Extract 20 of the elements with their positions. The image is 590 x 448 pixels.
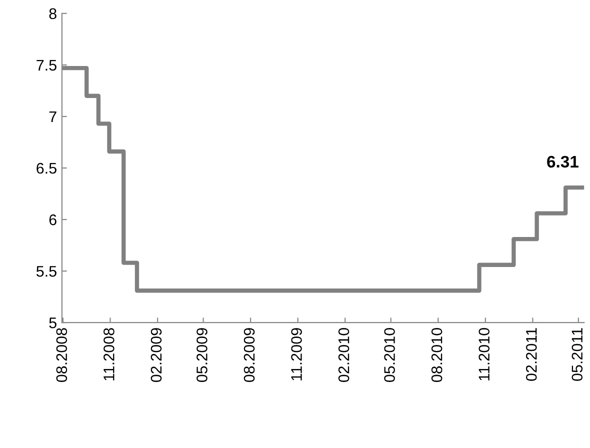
x-tick-label: 11.2010	[478, 328, 490, 380]
y-tick-label: 6.5	[36, 162, 56, 174]
x-tick-label: 02.2011	[526, 328, 537, 381]
x-tick-label: 11.2009	[291, 328, 302, 380]
x-tick-label: 02.2009	[150, 328, 162, 382]
y-tick-label: 7	[49, 112, 56, 122]
x-tick-label: 05.2009	[196, 328, 208, 382]
y-tick-label: 5.5	[36, 266, 56, 277]
x-tick-label: 08.2010	[431, 328, 442, 382]
x-tick-label: 08.2008	[56, 328, 68, 382]
annotation: 6.31	[547, 156, 578, 168]
y-tick-label: 8	[49, 8, 56, 20]
x-tick-label: 08.2009	[244, 328, 255, 382]
x-tick-label: 05.2011	[572, 328, 583, 381]
y-tick-label: 7.5	[36, 60, 56, 71]
x-tick-label: 05.2010	[384, 328, 395, 382]
y-tick-label: 6	[49, 214, 56, 226]
x-tick-label: 02.2010	[338, 328, 350, 382]
x-tick-label: 11.2008	[104, 328, 114, 380]
y-tick-label: 5	[49, 318, 56, 328]
